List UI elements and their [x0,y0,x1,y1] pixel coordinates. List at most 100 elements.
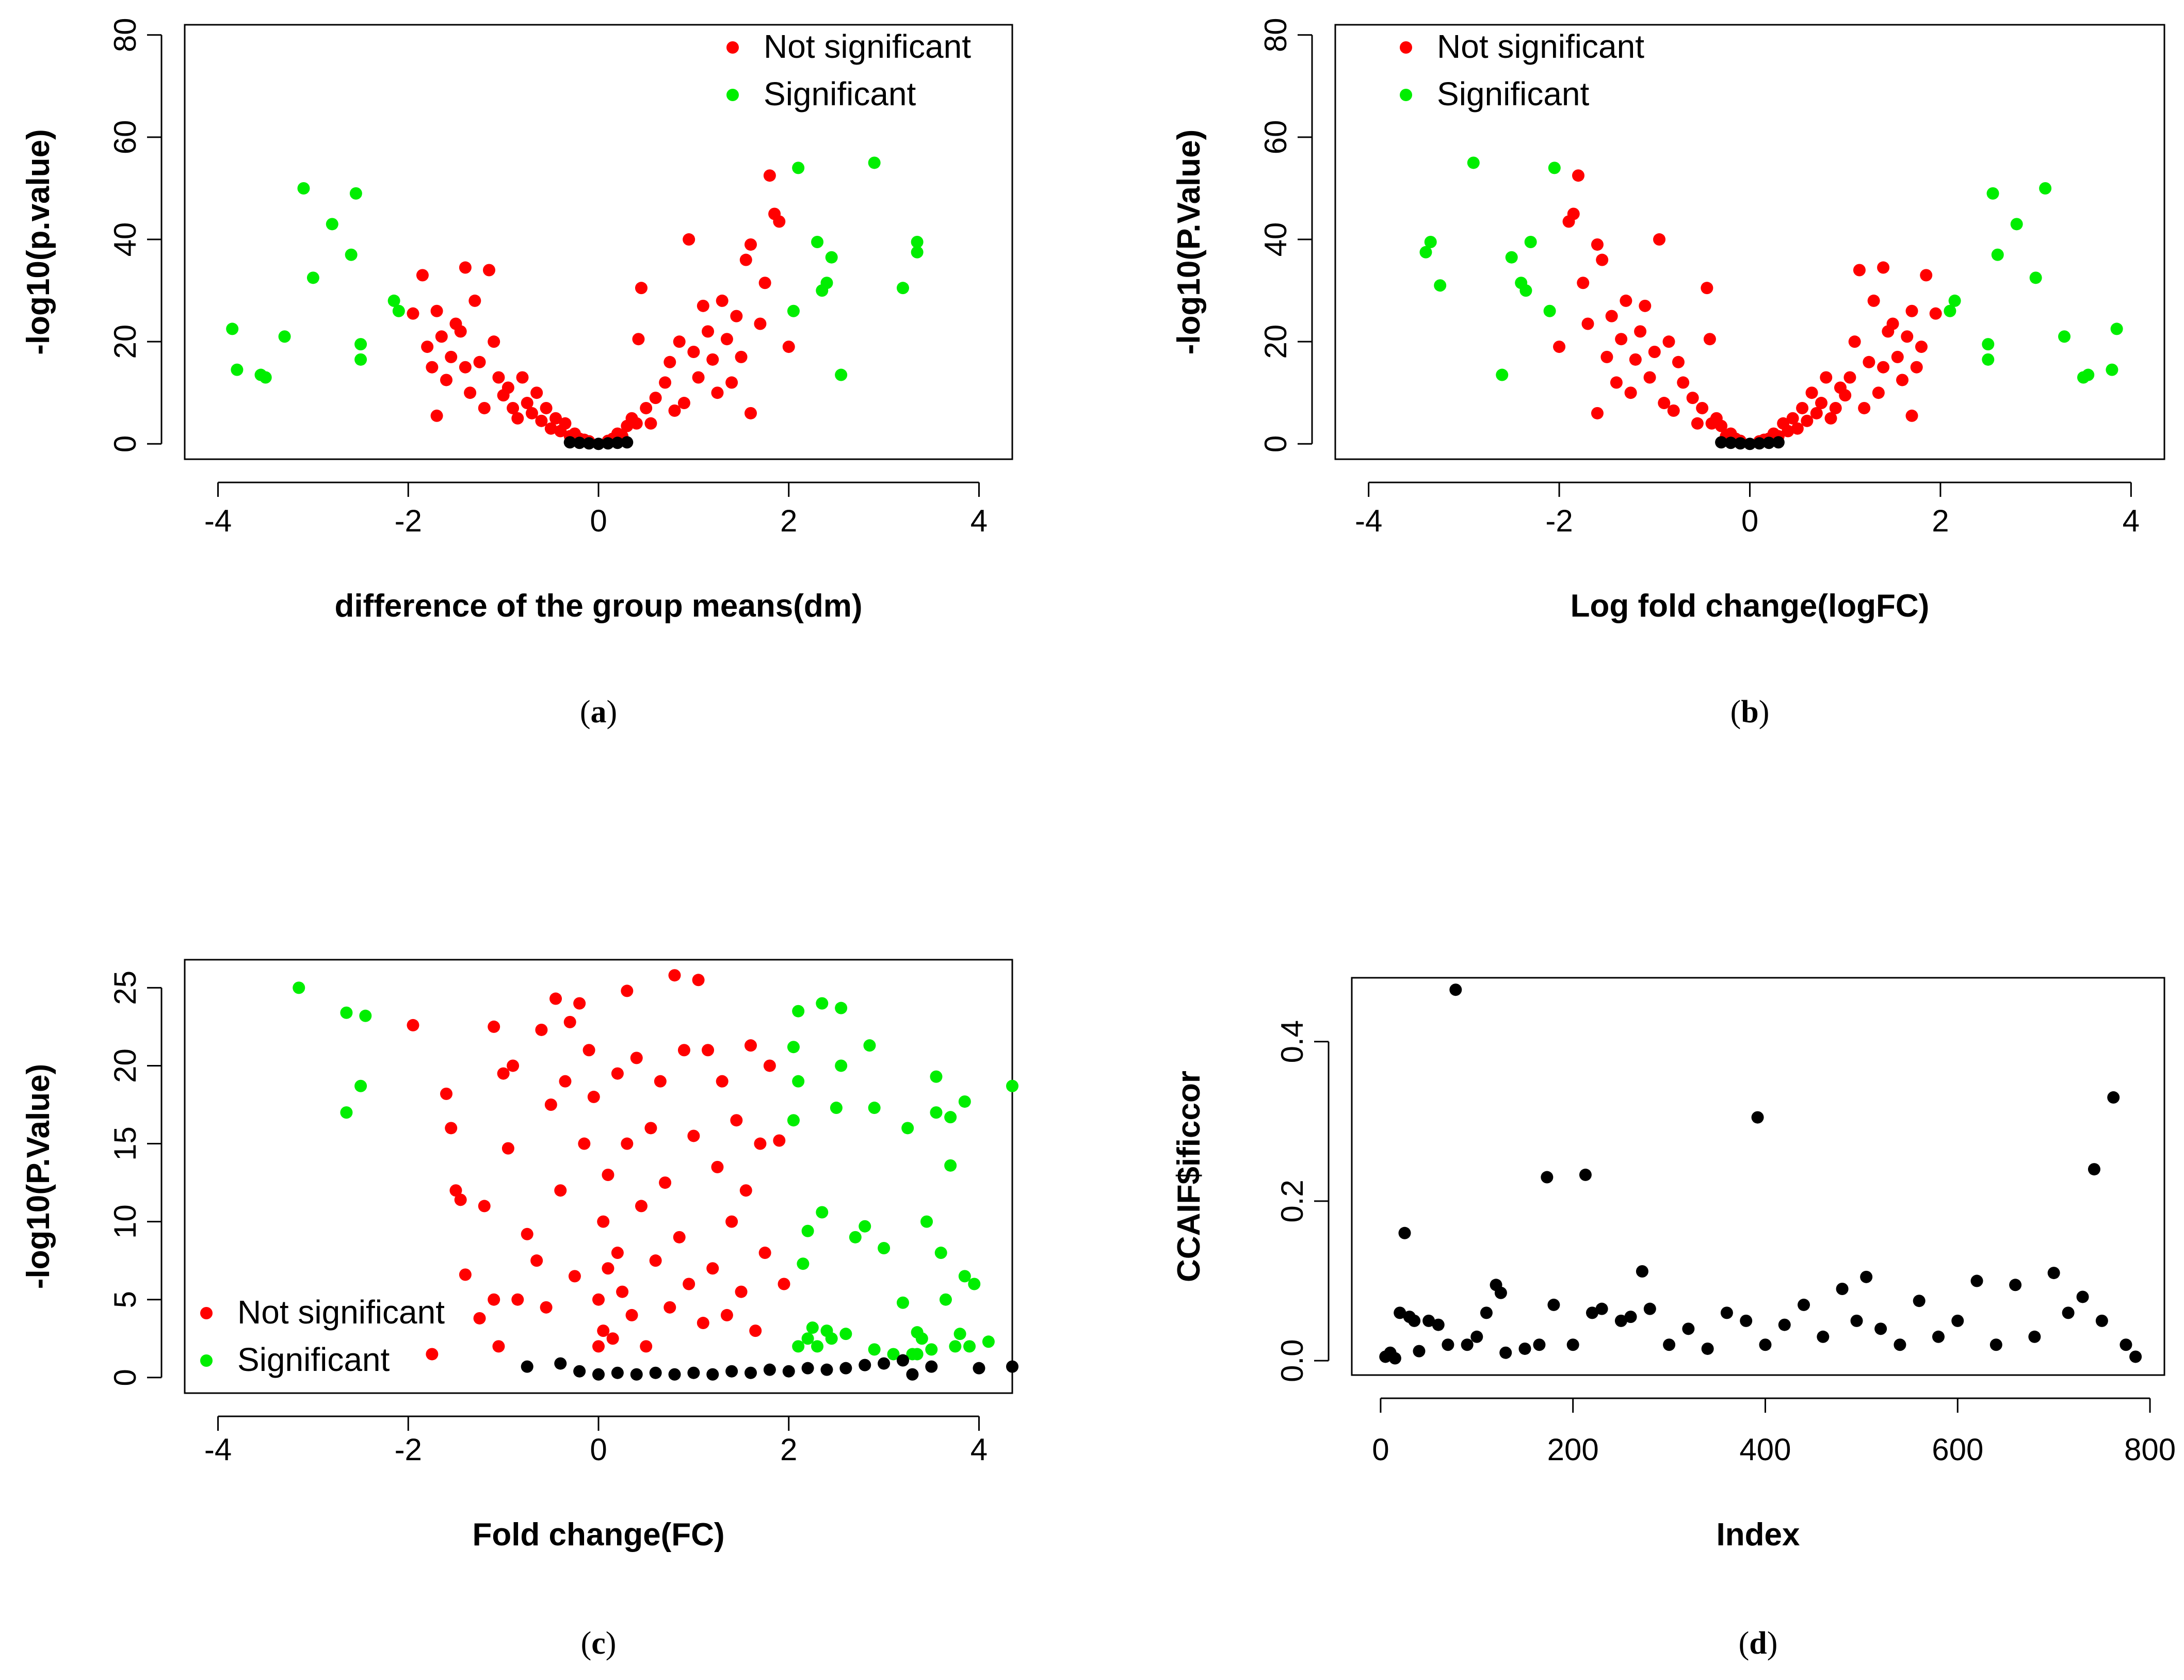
data-point [478,1200,491,1213]
data-point [473,1312,486,1324]
data-point [1786,412,1799,425]
data-point [1006,1360,1018,1373]
data-point [896,1296,909,1309]
x-tick-label: -4 [1355,504,1382,538]
x-tick-label: -2 [395,1432,422,1467]
x-tick-label: 4 [970,504,988,538]
data-point [711,1160,724,1173]
data-point [482,264,495,277]
data-point [982,1335,995,1348]
data-point [435,330,448,343]
data-point [611,437,624,449]
data-point [687,345,700,358]
data-point [849,1231,862,1243]
data-point [958,1095,971,1108]
data-point [2076,1290,2089,1303]
data-point [654,1075,667,1088]
data-point [1686,392,1699,405]
data-point [459,361,472,374]
data-point [725,1365,738,1378]
data-point [1572,169,1585,182]
data-point [692,371,705,384]
data-point [735,1285,748,1298]
data-point [906,1368,919,1381]
x-tick-label: 0 [590,1432,607,1467]
data-point [1850,1314,1863,1327]
data-point [1432,1318,1445,1331]
data-point [763,1059,776,1072]
data-point [478,401,491,414]
data-point [535,414,548,427]
data-point [602,1168,614,1181]
data-point [354,338,367,351]
legend-marker [1400,89,1412,101]
data-point [1600,350,1613,363]
data-point [635,1200,648,1213]
data-point [630,1052,643,1064]
data-point [573,997,586,1010]
data-point [716,1075,729,1088]
data-point [1653,233,1666,246]
data-point [640,1340,653,1353]
data-point [868,1343,881,1356]
data-point [1915,341,1928,353]
x-tick-label: 2 [780,504,797,538]
data-point [677,1044,690,1057]
data-point [530,386,543,399]
data-point [1858,401,1871,414]
data-point [2088,1163,2100,1176]
data-point [1610,376,1623,389]
data-point [711,386,724,399]
x-tick-label: -2 [1545,504,1573,538]
data-point [839,1362,852,1375]
data-point [635,282,648,295]
data-point [440,374,453,386]
y-tick-label: 0.4 [1275,1020,1309,1063]
data-point [1843,371,1856,384]
data-point [820,277,833,289]
legend-label: Significant [764,75,916,112]
data-point [1863,356,1875,368]
x-tick-label: 800 [2124,1432,2176,1467]
data-point [896,1354,909,1367]
data-point [1874,1322,1887,1335]
legend: Not significant Significant [200,1294,445,1378]
data-point [697,1317,709,1330]
legend: Not significant Significant [1400,28,1644,112]
data-point [963,1340,976,1353]
data-point [863,1039,876,1052]
data-point [1505,251,1518,264]
data-point [1461,1338,1474,1351]
data-point [421,341,434,353]
y-tick-label: 40 [1258,222,1293,257]
data-point [787,304,800,317]
panel-caption: (c) [581,1626,617,1661]
data-point [1820,371,1833,384]
data-point [525,407,538,419]
data-point [611,1067,624,1080]
data-point [944,1159,957,1172]
data-point [1586,1306,1598,1319]
x-axis-title: Index [1717,1517,1800,1553]
data-point [621,1137,634,1150]
data-point [1643,1302,1656,1315]
data-point [573,437,586,449]
data-point [1886,317,1899,330]
data-point [278,330,291,343]
data-point [549,412,562,425]
data-point [259,371,272,384]
data-point [1541,1171,1554,1184]
data-point [1815,397,1828,410]
data-point [597,1324,610,1337]
data-point [1867,294,1880,307]
data-point [1422,1314,1435,1327]
data-point [773,215,786,228]
data-point [1877,261,1890,274]
legend-marker [726,41,739,54]
y-tick-label: 0 [108,1369,142,1386]
data-point [792,1340,805,1353]
data-point [407,1019,419,1031]
data-point [2120,1338,2132,1351]
data-point [673,335,686,348]
data-point [716,294,729,307]
